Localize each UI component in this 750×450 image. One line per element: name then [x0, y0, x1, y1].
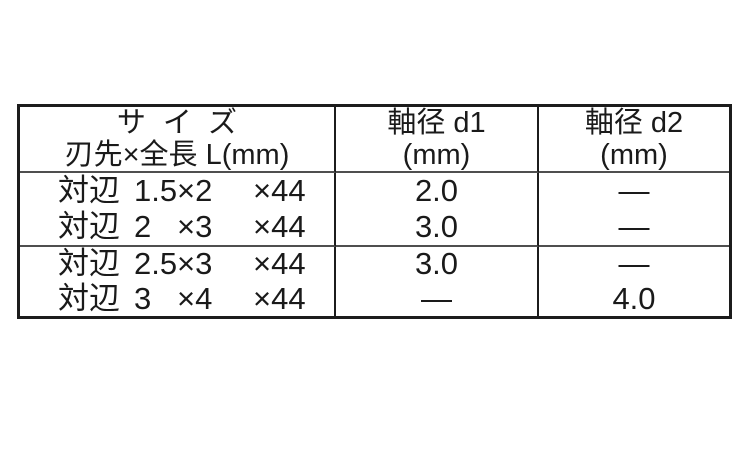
row-d1-value: — — [421, 280, 452, 316]
row-size-value: 2.5 — [134, 247, 178, 282]
row-d1-value: 3.0 — [414, 209, 459, 244]
row-tip-value: ×2 — [177, 173, 213, 208]
header-d1-title: 軸径 d1 — [387, 107, 486, 139]
header-size-subtitle: 刃先×全長 L(mm) — [64, 139, 290, 171]
table-row-size: 対辺 2 ×3 ×44 — [20, 210, 334, 244]
header-size-cell: サイズ 刃先×全長 L(mm) — [20, 107, 336, 173]
row-d2-value: 4.0 — [612, 280, 656, 316]
header-d1-cell: 軸径 d1 (mm) — [336, 107, 539, 173]
row-label: 対辺 — [58, 173, 120, 208]
group2-size-cell: 対辺 2.5 ×3 ×44 対辺 3 ×4 ×44 — [20, 247, 336, 316]
header-d2-unit: (mm) — [600, 139, 668, 171]
header-size-title: サイズ — [116, 107, 255, 139]
header-d1-unit: (mm) — [402, 139, 471, 171]
table-row-size: 対辺 2.5 ×3 ×44 — [20, 247, 334, 281]
row-tip-value: ×4 — [177, 280, 213, 316]
header-d2-title: 軸径 d2 — [584, 107, 684, 139]
row-d1-value: 2.0 — [414, 173, 459, 208]
row-d2-value: — — [618, 209, 650, 244]
row-length-value: ×44 — [253, 209, 306, 244]
row-length-value: ×44 — [253, 173, 306, 208]
table-row-size: 対辺 3 ×4 ×44 — [20, 280, 334, 316]
row-length-value: ×44 — [253, 280, 306, 316]
group1-d1-cell: 2.0 3.0 — [336, 173, 539, 247]
spec-table: サイズ 刃先×全長 L(mm) 軸径 d1 (mm) 軸径 d2 (mm) 対辺… — [17, 104, 732, 319]
group1-size-cell: 対辺 1.5 ×2 ×44 対辺 2 ×3 ×44 — [20, 173, 336, 247]
row-size-value: 3 — [134, 280, 152, 316]
row-size-value: 1.5 — [134, 173, 178, 208]
header-d2-cell: 軸径 d2 (mm) — [539, 107, 729, 173]
row-label: 対辺 — [58, 247, 120, 282]
row-d2-value: — — [618, 173, 650, 208]
row-label: 対辺 — [58, 280, 120, 316]
row-length-value: ×44 — [253, 247, 306, 282]
row-d1-value: 3.0 — [414, 247, 459, 282]
group2-d1-cell: 3.0 — — [336, 247, 539, 316]
group2-d2-cell: — 4.0 — [539, 247, 729, 316]
row-size-value: 2 — [134, 209, 152, 244]
row-tip-value: ×3 — [177, 247, 213, 282]
group1-d2-cell: — — — [539, 173, 729, 247]
row-label: 対辺 — [58, 209, 120, 244]
row-tip-value: ×3 — [177, 209, 213, 244]
table-row-size: 対辺 1.5 ×2 ×44 — [20, 174, 334, 208]
row-d2-value: — — [618, 247, 650, 282]
